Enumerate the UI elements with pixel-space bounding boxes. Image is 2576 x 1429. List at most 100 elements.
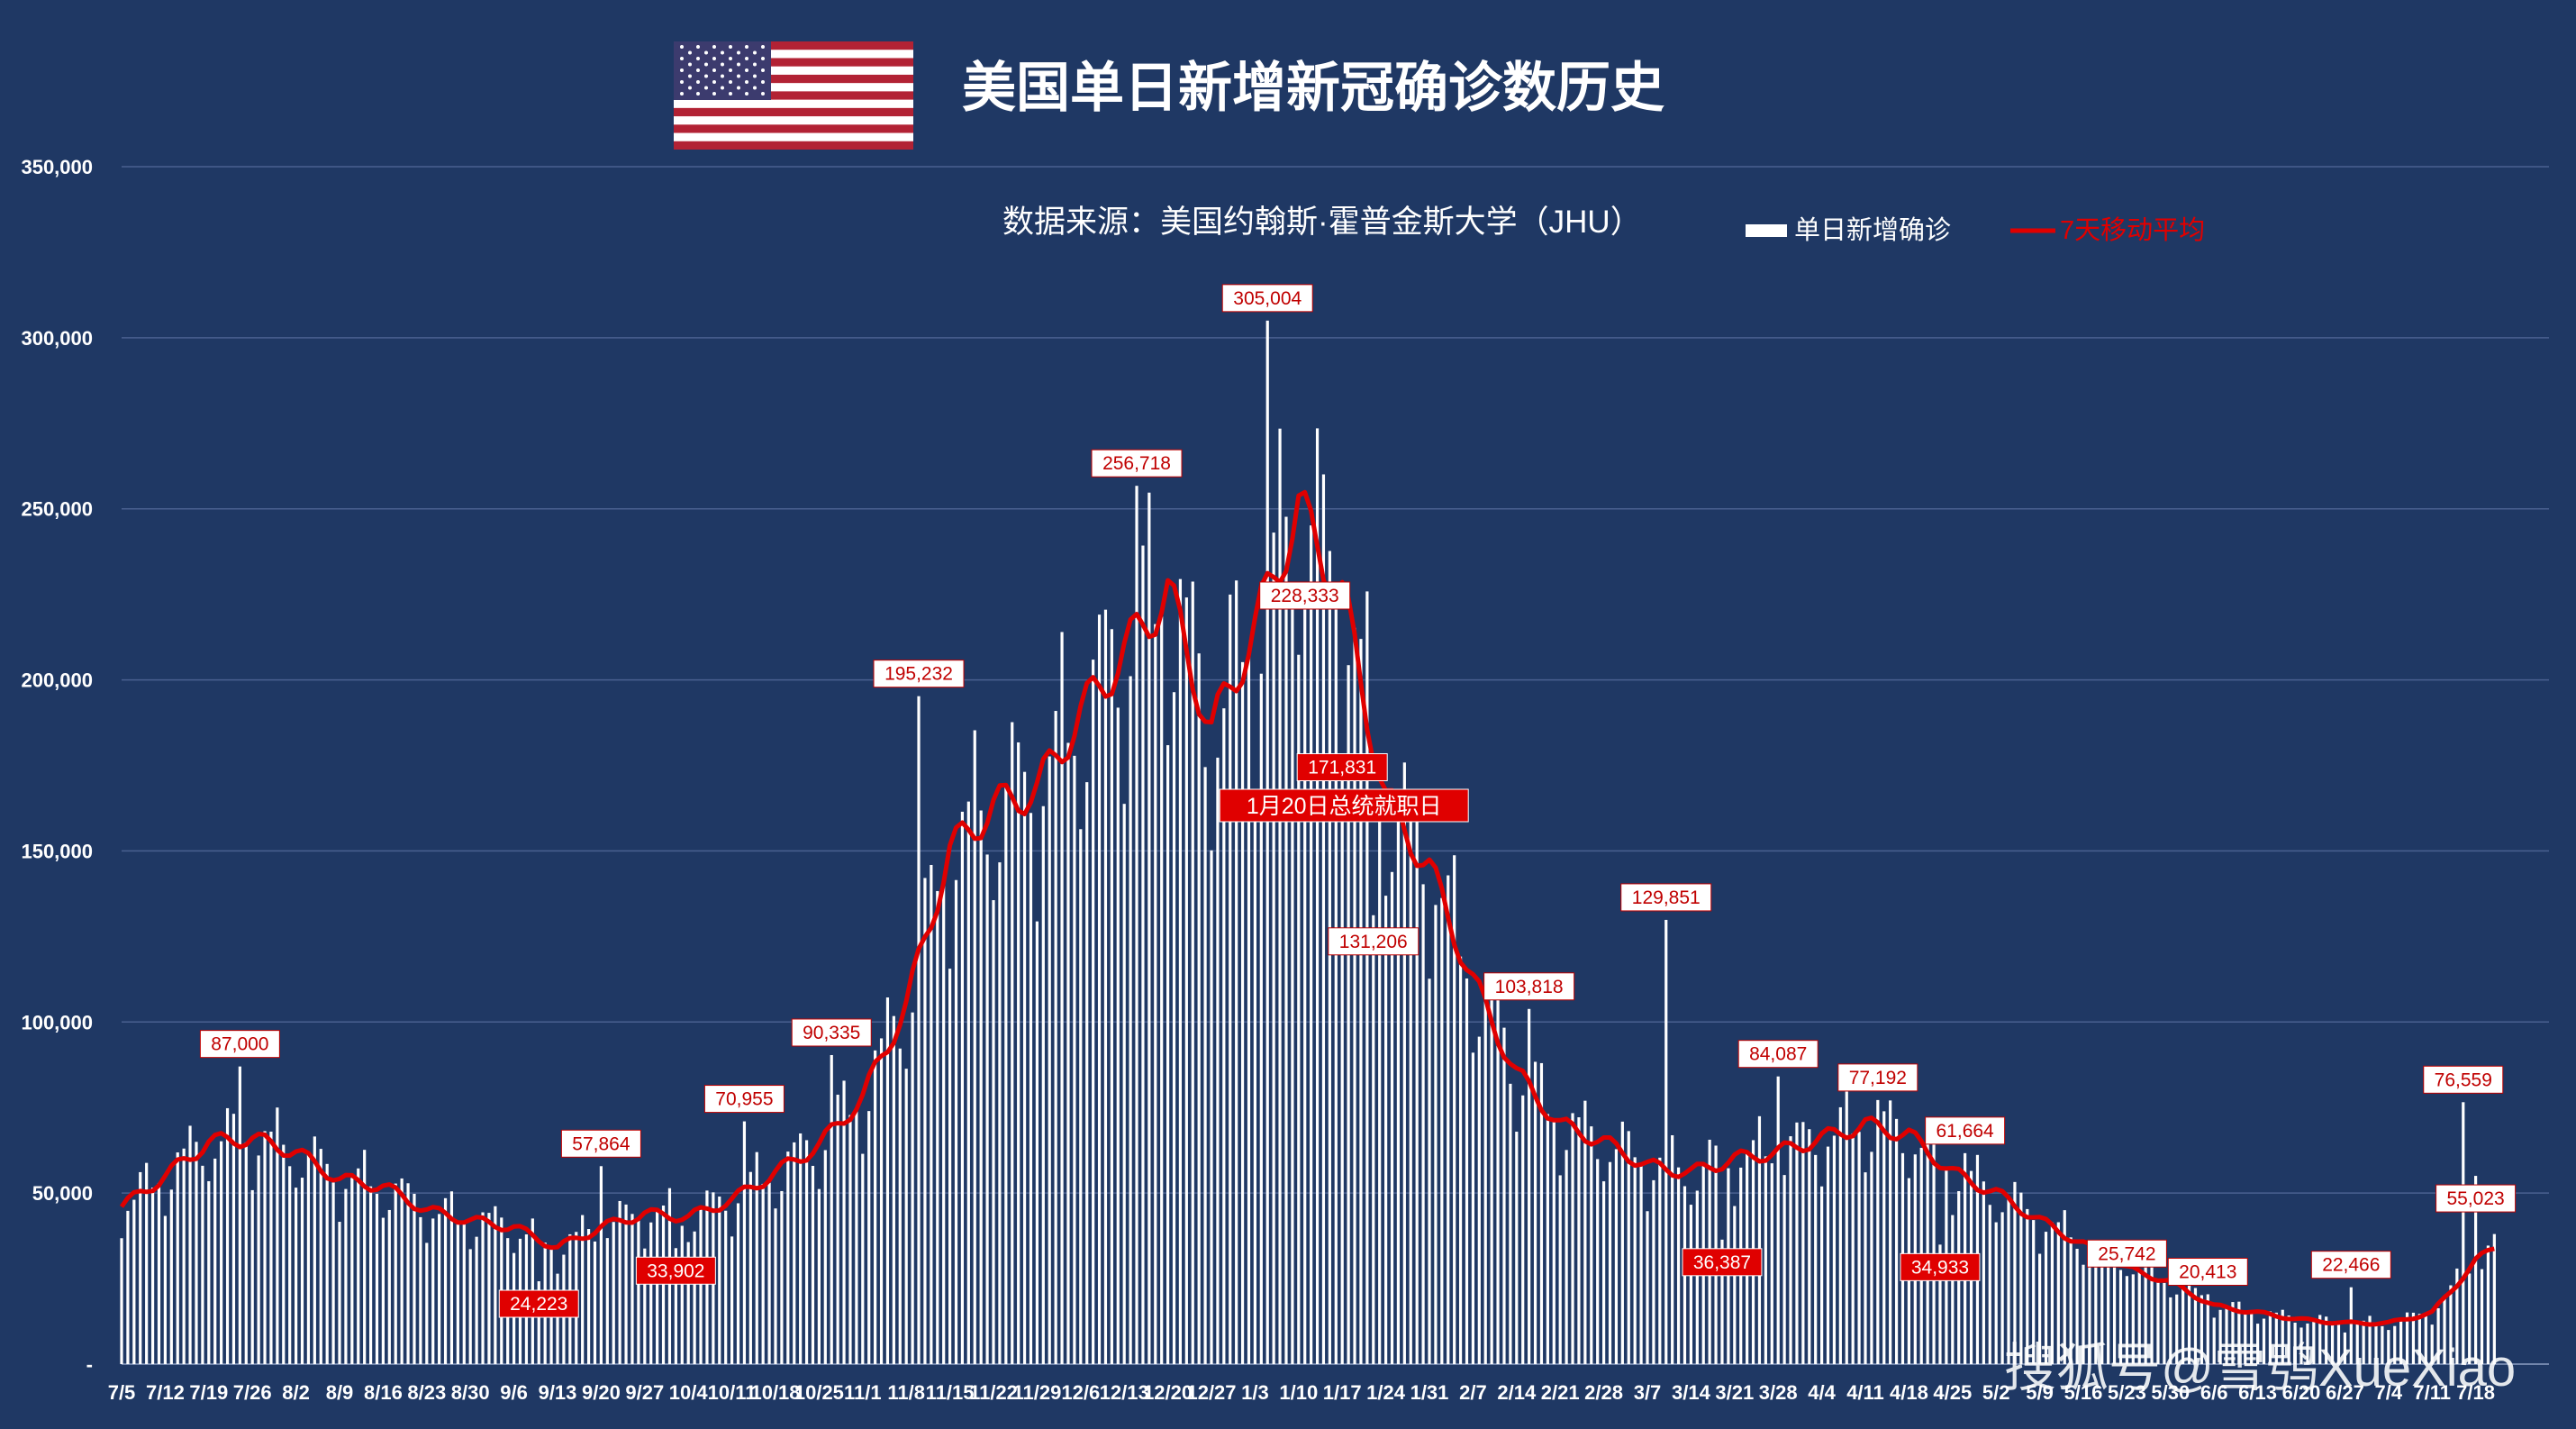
data-label: 87,000 (199, 1030, 280, 1059)
x-tick-label: 10/25 (794, 1381, 844, 1404)
daily-bar (1353, 627, 1356, 1364)
daily-bar (1297, 654, 1301, 1364)
data-label: 76,559 (2423, 1065, 2504, 1094)
daily-bar (998, 862, 1002, 1364)
daily-bar (1676, 1167, 1681, 1364)
daily-bar (1789, 1136, 1792, 1364)
daily-bar (942, 880, 946, 1364)
daily-bar (1141, 545, 1145, 1364)
daily-bar (2349, 1287, 2353, 1364)
daily-bar (848, 1115, 852, 1364)
x-tick-label: 1/24 (1366, 1381, 1406, 1404)
svg-text:36,387: 36,387 (1693, 1252, 1751, 1273)
daily-bar (150, 1188, 155, 1364)
y-tick-label: 250,000 (21, 498, 93, 521)
svg-text:171,831: 171,831 (1308, 758, 1376, 778)
daily-bar (1004, 787, 1008, 1364)
daily-bar (1932, 1128, 1936, 1364)
x-tick-label: 1/17 (1323, 1381, 1362, 1404)
daily-bar (2212, 1317, 2216, 1364)
daily-bar (1558, 1175, 1562, 1364)
daily-bar (2293, 1322, 2297, 1364)
daily-bar (892, 1015, 895, 1364)
daily-bar (2381, 1325, 2384, 1364)
daily-bar (686, 1242, 690, 1364)
daily-bar (2038, 1253, 2042, 1364)
daily-bar (263, 1131, 267, 1364)
x-tick-label: 9/6 (500, 1381, 528, 1404)
y-tick-label: 150,000 (21, 840, 93, 862)
daily-bar (1079, 829, 1083, 1364)
daily-bar (1633, 1157, 1637, 1364)
daily-bar (257, 1155, 260, 1364)
daily-bar (2449, 1285, 2453, 1364)
daily-bar (2486, 1245, 2490, 1364)
daily-bar (2063, 1210, 2066, 1364)
daily-bar (2443, 1297, 2446, 1364)
daily-bar (338, 1222, 341, 1364)
daily-bar (1390, 871, 1394, 1364)
daily-bar (195, 1142, 198, 1364)
daily-bar (618, 1200, 621, 1364)
daily-bar (282, 1144, 286, 1364)
daily-bar (2287, 1315, 2290, 1364)
x-tick-label: 8/2 (282, 1381, 310, 1404)
daily-bar (1421, 884, 1425, 1364)
x-tick-label: 12/20 (1143, 1381, 1193, 1404)
daily-bar (1060, 632, 1064, 1364)
daily-bar (1347, 665, 1350, 1364)
daily-bar (1284, 516, 1288, 1364)
daily-bar (1048, 756, 1051, 1364)
daily-bar (375, 1193, 379, 1364)
x-tick-label: 1/3 (1241, 1381, 1269, 1404)
daily-bar (1882, 1111, 1886, 1364)
svg-text:77,192: 77,192 (1849, 1068, 1907, 1088)
daily-bar (1384, 896, 1388, 1364)
daily-bar (2393, 1325, 2397, 1364)
daily-bar (2225, 1308, 2228, 1364)
x-tick-label: 1/31 (1410, 1381, 1449, 1404)
daily-bar (2480, 1269, 2484, 1364)
daily-bar (363, 1150, 367, 1364)
daily-bar (207, 1180, 211, 1364)
daily-bar (2169, 1297, 2172, 1364)
daily-bar (2256, 1324, 2260, 1364)
daily-bar (630, 1214, 634, 1364)
daily-bar (381, 1217, 385, 1364)
x-tick-label: 7/11 (2413, 1381, 2451, 1404)
daily-bar (2306, 1323, 2309, 1364)
x-tick-label: 11/29 (1012, 1381, 1061, 1404)
svg-text:256,718: 256,718 (1102, 453, 1171, 474)
daily-bar (1066, 742, 1070, 1364)
daily-bar (1191, 581, 1194, 1364)
daily-bar (1278, 428, 1282, 1364)
daily-bar (449, 1191, 454, 1364)
daily-bar (1154, 623, 1157, 1364)
daily-bar (661, 1205, 666, 1364)
x-tick-label: 3/28 (1759, 1381, 1798, 1404)
daily-bar (2281, 1309, 2284, 1364)
daily-bar (2026, 1208, 2029, 1364)
daily-bar (2206, 1294, 2209, 1364)
daily-bar (1184, 597, 1188, 1364)
daily-bar (1528, 1008, 1531, 1364)
data-label: 77,192 (1837, 1063, 1918, 1092)
daily-bar (1022, 771, 1027, 1364)
data-label: 90,335 (791, 1018, 872, 1047)
daily-bar (1315, 428, 1320, 1364)
daily-bar (244, 1142, 248, 1364)
daily-bar (1440, 897, 1444, 1364)
daily-bar (874, 1050, 877, 1364)
svg-text:228,333: 228,333 (1271, 586, 1339, 606)
daily-bar (1372, 915, 1375, 1364)
data-label: 22,466 (2310, 1251, 2391, 1279)
daily-bar (2032, 1220, 2036, 1364)
daily-bar (1334, 601, 1338, 1364)
daily-bar (923, 878, 927, 1364)
svg-text:57,864: 57,864 (572, 1133, 630, 1154)
daily-bar (1596, 1159, 1600, 1364)
daily-bar (786, 1151, 790, 1364)
svg-text:20,413: 20,413 (2179, 1261, 2236, 1282)
daily-bar (2019, 1192, 2023, 1364)
daily-bar (1620, 1121, 1624, 1364)
